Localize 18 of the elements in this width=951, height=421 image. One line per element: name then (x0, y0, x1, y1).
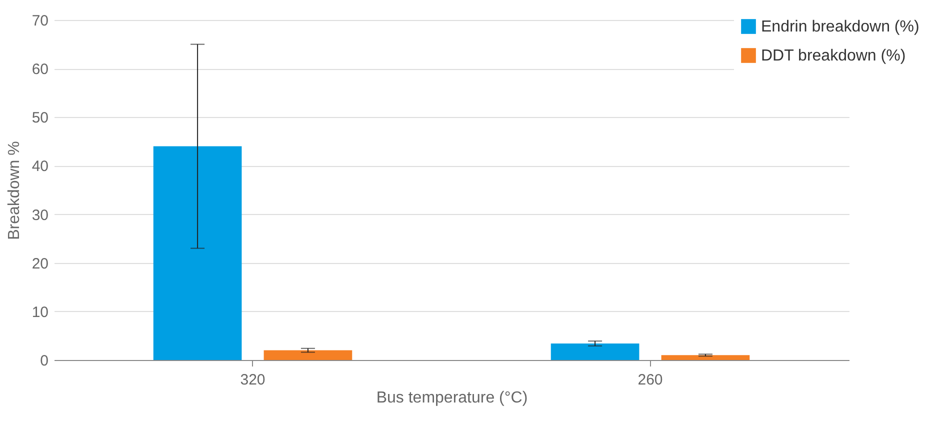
y-tick-label: 20 (32, 255, 48, 272)
y-axis-title: Breakdown % (6, 141, 23, 240)
x-tick-label: 260 (638, 372, 663, 388)
x-axis-title: Bus temperature (°C) (376, 390, 528, 406)
legend-label: Endrin breakdown (%) (761, 18, 920, 36)
y-tick-label: 70 (32, 12, 48, 30)
y-tick-label: 50 (32, 110, 48, 127)
y-tick-label: 0 (40, 352, 48, 370)
y-tick-label: 40 (32, 158, 48, 176)
y-tick-label: 30 (32, 206, 48, 224)
bar (550, 343, 640, 360)
legend-label: DDT breakdown (%) (761, 48, 906, 64)
bar (661, 355, 750, 360)
x-tick-label: 320 (240, 372, 266, 388)
y-tick-label: 60 (32, 61, 48, 78)
y-tick-label: 10 (32, 304, 48, 321)
bar (153, 146, 242, 360)
bar (264, 350, 352, 360)
